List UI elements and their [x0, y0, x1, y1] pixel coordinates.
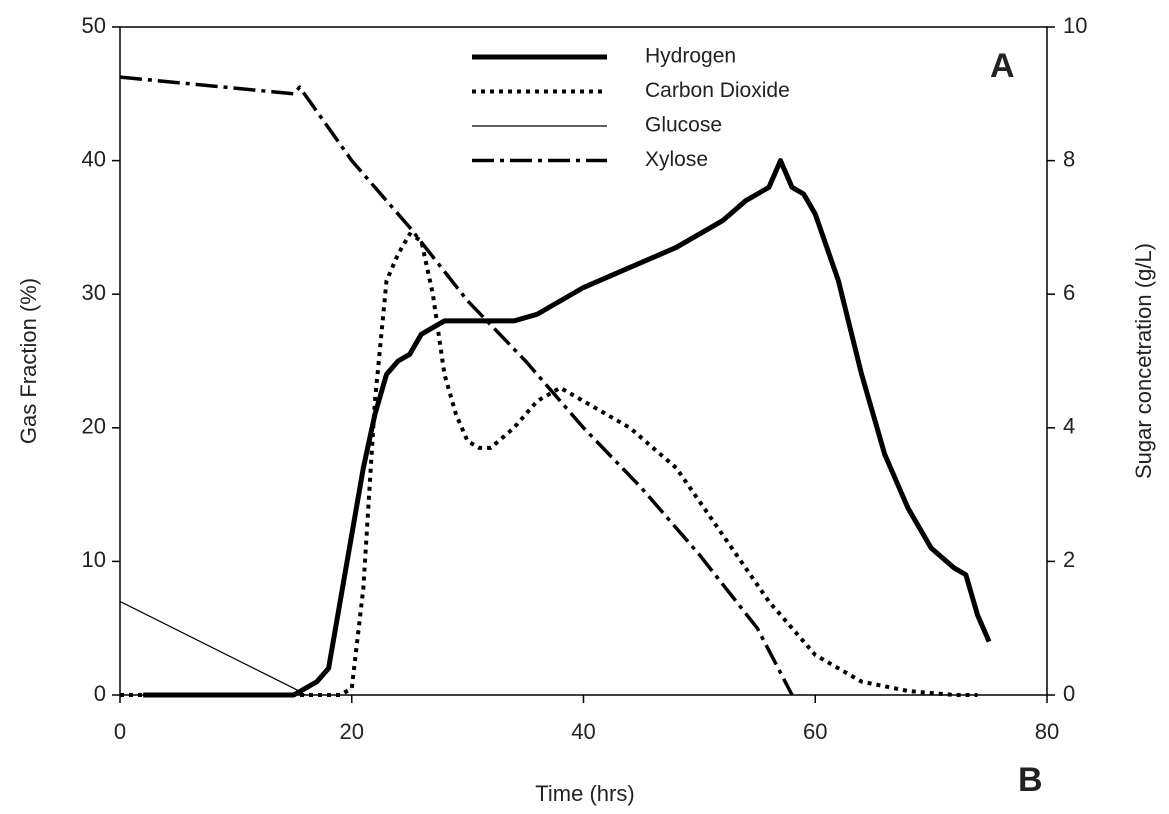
x-axis-label: Time (hrs)	[535, 781, 634, 806]
y-tick-label: 10	[82, 547, 106, 572]
y-axis-label: Gas Fraction (%)	[16, 278, 41, 444]
data-line	[120, 232, 978, 697]
y2-axis-label: Sugar concetration (g/L)	[1131, 243, 1156, 479]
y2-tick-label: 10	[1063, 13, 1087, 38]
y-tick-label: 30	[82, 280, 106, 305]
x-tick-label: 0	[114, 719, 126, 744]
y2-tick-label: 0	[1063, 681, 1075, 706]
x-tick-label: 60	[803, 719, 827, 744]
y-tick-label: 20	[82, 414, 106, 439]
legend-label: Hydrogen	[645, 45, 736, 68]
annotation: B	[1018, 761, 1043, 799]
annotation: A	[990, 47, 1015, 85]
y2-tick-label: 8	[1063, 146, 1075, 171]
legend-label: Xylose	[645, 148, 708, 171]
y2-tick-label: 6	[1063, 280, 1075, 305]
y2-tick-label: 4	[1063, 414, 1075, 439]
y-tick-label: 40	[82, 146, 106, 171]
plot-frame	[119, 26, 1048, 696]
data-line	[119, 75, 794, 696]
legend-label: Carbon Dioxide	[645, 79, 790, 102]
x-tick-label: 80	[1035, 719, 1059, 744]
y-tick-label: 50	[82, 13, 106, 38]
y2-tick-label: 2	[1063, 547, 1075, 572]
data-line	[143, 158, 992, 698]
legend-label: Glucose	[645, 114, 722, 137]
x-tick-label: 40	[571, 719, 595, 744]
x-tick-label: 20	[340, 719, 364, 744]
data-line	[119, 600, 306, 696]
y-tick-label: 0	[94, 681, 106, 706]
